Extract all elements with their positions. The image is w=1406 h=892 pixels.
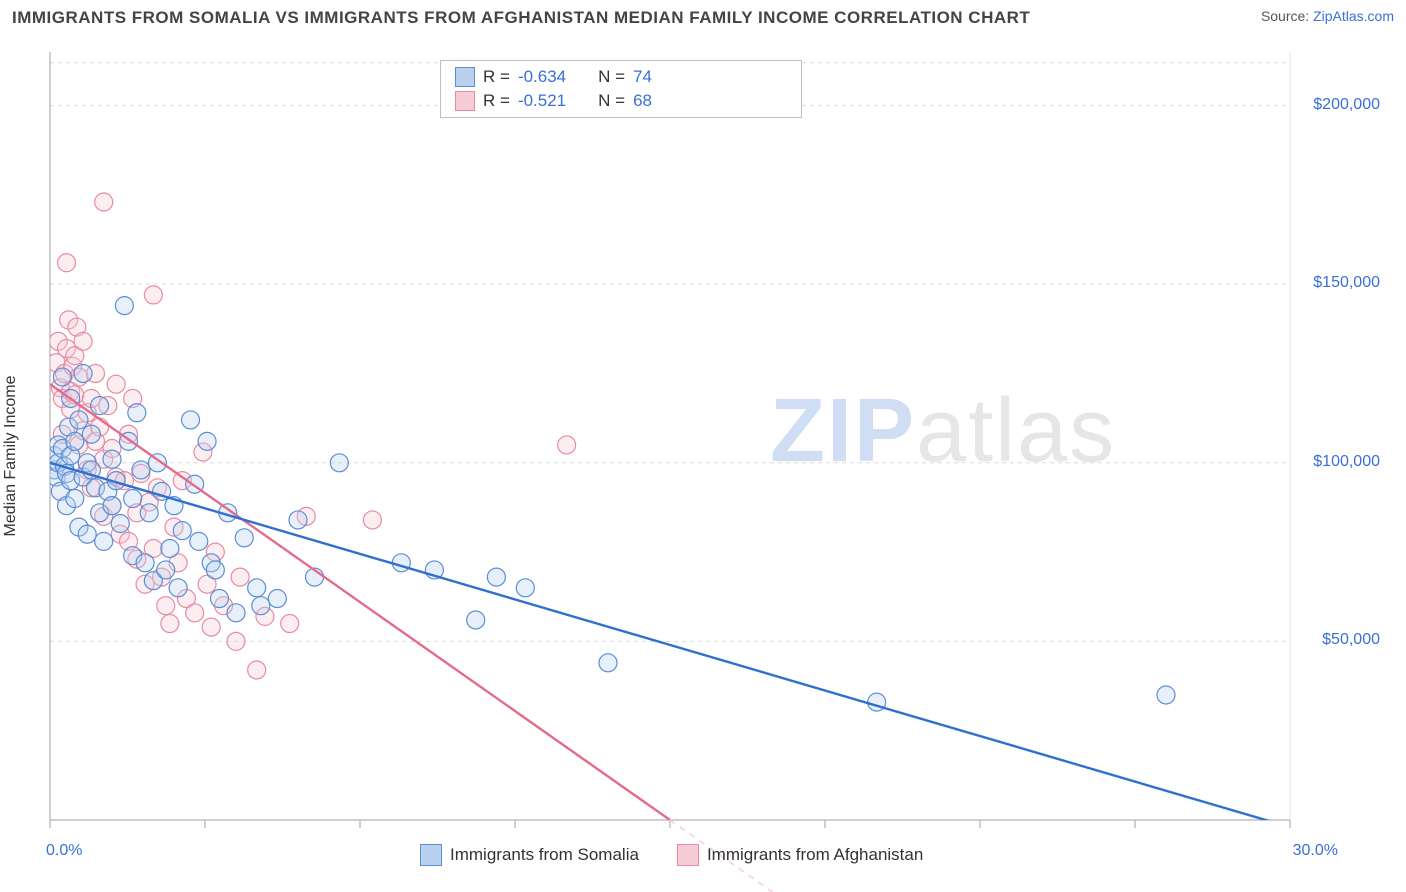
stat-row-afghanistan: R = -0.521 N = 68 [441,89,801,113]
stat-n-label: N = [598,91,625,111]
stat-n-label: N = [598,67,625,87]
correlation-stat-box: R = -0.634 N = 74 R = -0.521 N = 68 [440,60,802,118]
chart-svg [0,0,1406,892]
legend-label: Immigrants from Somalia [450,845,639,865]
stat-n-value: 74 [633,67,652,87]
axis-tick-label: 0.0% [46,842,82,860]
stat-r-label: R = [483,91,510,111]
stat-n-value: 68 [633,91,652,111]
legend-swatch-icon [455,91,475,111]
axis-tick-label: $150,000 [1313,274,1380,292]
chart-container: IMMIGRANTS FROM SOMALIA VS IMMIGRANTS FR… [0,0,1406,892]
axis-tick-label: $200,000 [1313,96,1380,114]
legend-swatch-icon [420,844,442,866]
axis-tick-label: $100,000 [1313,453,1380,471]
axis-tick-label: 30.0% [1293,842,1338,860]
legend-label: Immigrants from Afghanistan [707,845,923,865]
legend-swatch-icon [677,844,699,866]
legend-item-afghanistan[interactable]: Immigrants from Afghanistan [677,844,923,866]
axis-tick-label: $50,000 [1322,631,1380,649]
stat-r-value: -0.521 [518,91,566,111]
legend-item-somalia[interactable]: Immigrants from Somalia [420,844,639,866]
stat-row-somalia: R = -0.634 N = 74 [441,65,801,89]
series-legend: Immigrants from Somalia Immigrants from A… [420,844,923,866]
stat-r-value: -0.634 [518,67,566,87]
legend-swatch-icon [455,67,475,87]
stat-r-label: R = [483,67,510,87]
